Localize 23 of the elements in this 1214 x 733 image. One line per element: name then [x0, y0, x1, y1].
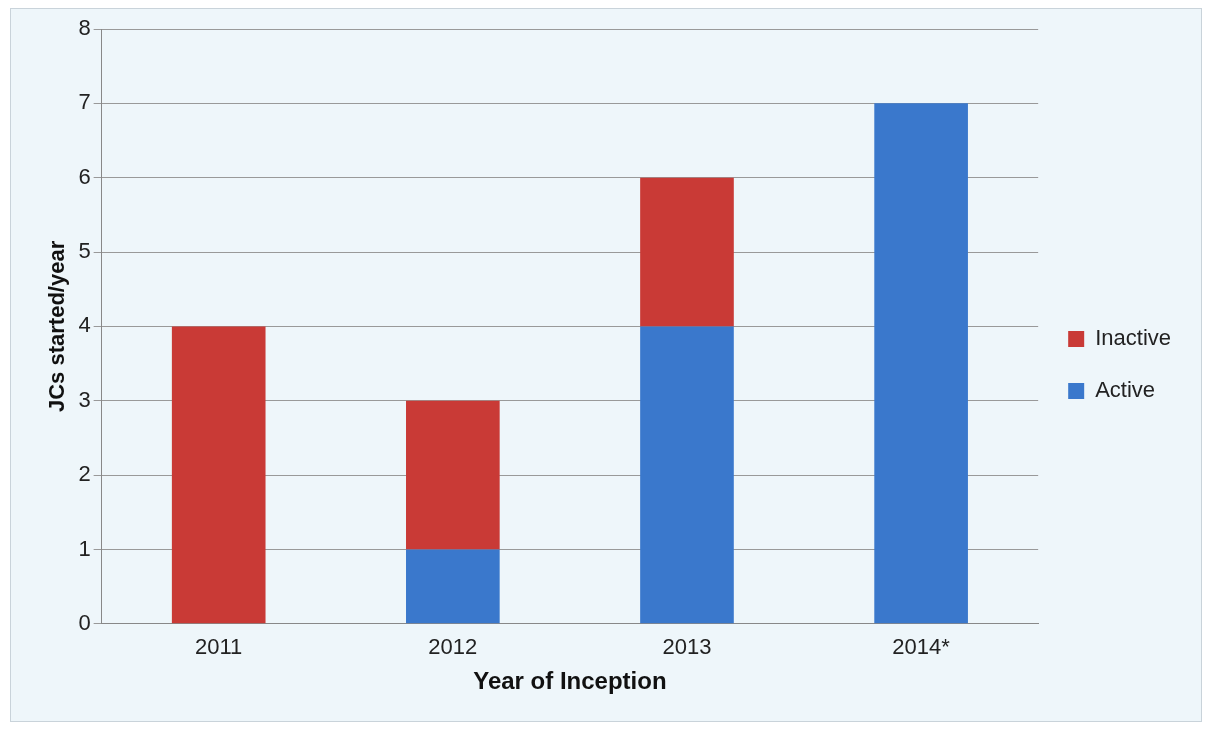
y-tick-label: 3 — [78, 386, 91, 412]
x-tick-label: 2013 — [662, 634, 712, 660]
bar — [640, 326, 734, 624]
bar — [640, 177, 734, 327]
y-tick-label: 1 — [78, 535, 91, 561]
y-tick-label: 2 — [78, 461, 91, 487]
y-tick-label: 7 — [78, 89, 91, 115]
y-tick-label: 5 — [78, 238, 91, 264]
bar — [406, 400, 500, 550]
x-tick-label: 2011 — [195, 634, 243, 660]
legend-label: Active — [1095, 377, 1156, 403]
y-tick-label: 6 — [78, 163, 91, 189]
y-tick-label: 0 — [78, 609, 91, 635]
y-axis-title: JCs started/year — [44, 240, 70, 413]
bar — [874, 103, 968, 624]
x-axis-title: Year of Inception — [473, 667, 667, 695]
y-tick-label: 4 — [78, 312, 91, 338]
y-tick-label: 8 — [78, 15, 91, 41]
bar — [406, 549, 500, 624]
legend-label: Inactive — [1095, 325, 1172, 351]
x-tick-label: 2014* — [892, 634, 951, 660]
bar — [171, 326, 266, 624]
x-tick-label: 2012 — [428, 634, 478, 660]
